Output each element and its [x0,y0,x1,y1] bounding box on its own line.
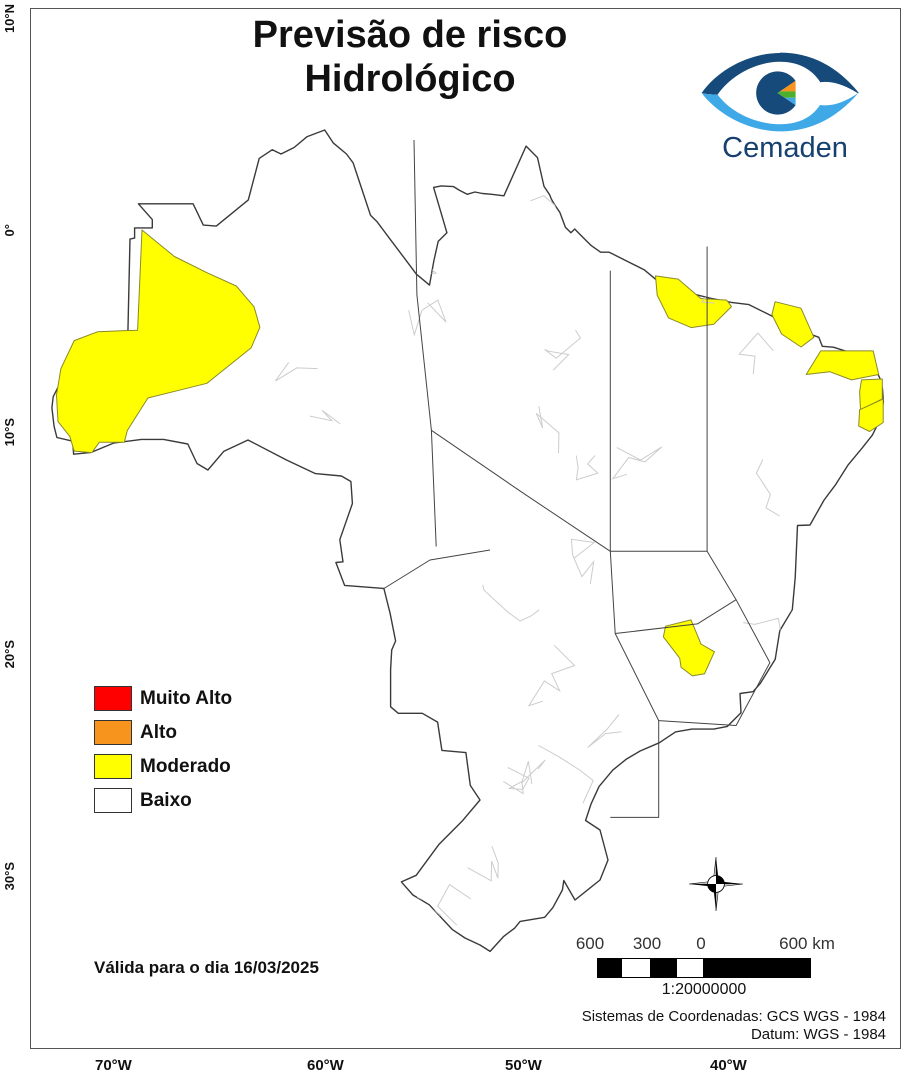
svg-text:N: N [712,854,720,856]
